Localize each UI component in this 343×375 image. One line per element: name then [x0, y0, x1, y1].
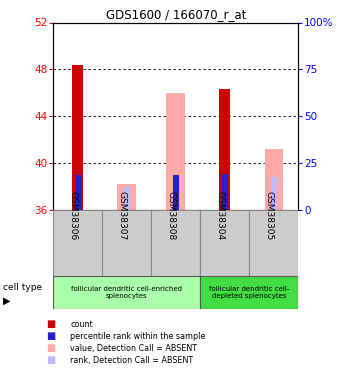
Bar	[222, 174, 228, 210]
Bar	[249, 210, 298, 276]
Text: GSM38306: GSM38306	[69, 190, 78, 240]
Text: GSM38308: GSM38308	[167, 190, 176, 240]
Bar	[200, 210, 249, 276]
Text: count: count	[70, 320, 93, 329]
Text: GSM38307: GSM38307	[118, 190, 127, 240]
Bar	[151, 210, 200, 276]
Text: ■: ■	[46, 320, 56, 329]
Bar	[117, 184, 136, 210]
Bar	[271, 177, 277, 210]
Text: cell type: cell type	[3, 283, 43, 292]
Title: GDS1600 / 166070_r_at: GDS1600 / 166070_r_at	[106, 8, 246, 21]
Bar	[72, 64, 83, 210]
Bar	[173, 175, 179, 210]
Text: follicular dendritic cell-enriched
splenocytes: follicular dendritic cell-enriched splen…	[71, 286, 182, 299]
Bar	[74, 175, 81, 210]
Bar	[264, 149, 283, 210]
Text: ■: ■	[46, 344, 56, 353]
Bar	[173, 175, 179, 210]
Text: GSM38305: GSM38305	[265, 190, 274, 240]
Bar	[200, 276, 298, 309]
Text: percentile rank within the sample: percentile rank within the sample	[70, 332, 206, 341]
Text: rank, Detection Call = ABSENT: rank, Detection Call = ABSENT	[70, 356, 193, 365]
Text: GSM38304: GSM38304	[216, 190, 225, 240]
Bar	[166, 93, 185, 210]
Bar	[53, 210, 102, 276]
Bar	[53, 276, 200, 309]
Text: ■: ■	[46, 332, 56, 341]
Text: ■: ■	[46, 356, 56, 365]
Bar	[102, 210, 151, 276]
Bar	[220, 89, 230, 210]
Text: follicular dendritic cell-
depleted splenocytes: follicular dendritic cell- depleted sple…	[209, 286, 289, 299]
Text: ▶: ▶	[3, 296, 11, 306]
Text: value, Detection Call = ABSENT: value, Detection Call = ABSENT	[70, 344, 197, 353]
Bar	[123, 187, 130, 210]
